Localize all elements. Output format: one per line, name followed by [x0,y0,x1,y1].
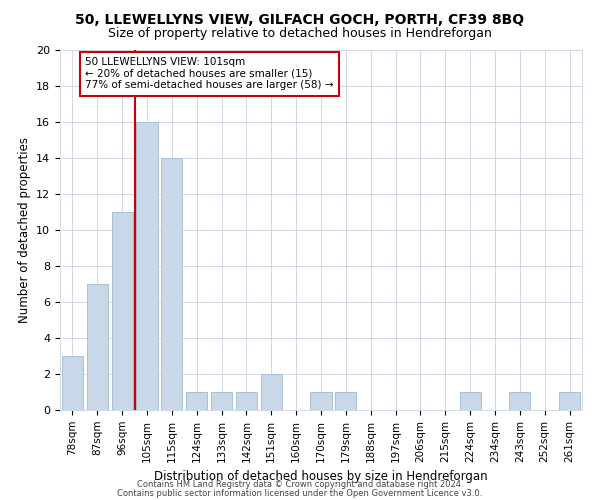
Bar [87,284,108,410]
Text: 50, LLEWELLYNS VIEW, GILFACH GOCH, PORTH, CF39 8BQ: 50, LLEWELLYNS VIEW, GILFACH GOCH, PORTH… [76,12,524,26]
Bar [161,158,182,410]
Bar [136,122,158,410]
Bar [112,212,133,410]
Bar [310,392,332,410]
Text: 50 LLEWELLYNS VIEW: 101sqm
← 20% of detached houses are smaller (15)
77% of semi: 50 LLEWELLYNS VIEW: 101sqm ← 20% of deta… [85,57,334,90]
Text: Contains HM Land Registry data © Crown copyright and database right 2024.: Contains HM Land Registry data © Crown c… [137,480,463,489]
Bar [335,392,356,410]
Text: Contains public sector information licensed under the Open Government Licence v3: Contains public sector information licen… [118,489,482,498]
Bar [261,374,282,410]
Bar [460,392,481,410]
Bar [509,392,530,410]
Bar [186,392,207,410]
X-axis label: Distribution of detached houses by size in Hendreforgan: Distribution of detached houses by size … [154,470,488,483]
Bar [62,356,83,410]
Text: Size of property relative to detached houses in Hendreforgan: Size of property relative to detached ho… [108,28,492,40]
Bar [559,392,580,410]
Bar [211,392,232,410]
Y-axis label: Number of detached properties: Number of detached properties [17,137,31,323]
Bar [236,392,257,410]
